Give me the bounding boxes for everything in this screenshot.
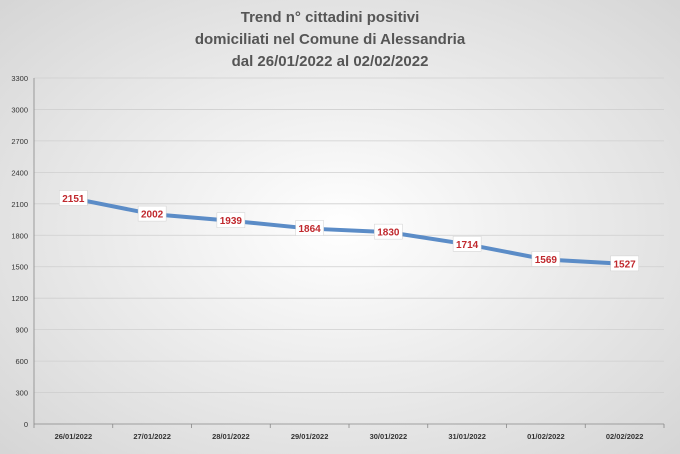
data-label-box	[216, 212, 246, 228]
y-tick-label: 600	[15, 357, 28, 366]
y-tick-label: 2100	[11, 200, 28, 209]
data-label: 1939	[216, 212, 246, 228]
data-label: 2002	[137, 205, 167, 222]
x-tick-label: 31/01/2022	[448, 432, 486, 441]
data-label-box	[610, 255, 639, 272]
x-tick-label: 30/01/2022	[370, 432, 408, 441]
data-label: 2151	[59, 190, 88, 206]
data-label: 1527	[610, 255, 639, 272]
y-tick-label: 1200	[11, 294, 28, 303]
y-tick-label: 2700	[11, 137, 28, 146]
data-label-text: 2002	[141, 210, 164, 221]
y-tick-label: 2400	[11, 168, 28, 177]
x-tick-label: 29/01/2022	[291, 432, 329, 441]
chart-title: Trend n° cittadini positivi domiciliati …	[195, 9, 466, 70]
x-axis: 26/01/2022 27/01/2022 28/01/2022 29/01/2022…	[33, 423, 665, 441]
y-axis: 0 300 600 900 1200 1500 1800 2100 2400 2700 3000 33…	[11, 74, 35, 429]
y-tick-label: 900	[15, 326, 28, 335]
data-label-box	[452, 236, 482, 252]
data-label-box	[531, 251, 561, 267]
data-label: 1830	[374, 223, 403, 240]
y-tick-label: 3300	[11, 74, 28, 83]
y-tick-label: 1800	[11, 231, 28, 240]
x-tick-label: 01/02/2022	[527, 432, 565, 441]
y-tick-label: 300	[15, 389, 28, 398]
chart-title-line-2: domiciliati nel Comune di Alessandria	[195, 31, 466, 48]
chart-title-line-1: Trend n° cittadini positivi	[241, 9, 420, 26]
data-label-text: 1714	[456, 240, 479, 251]
y-tick-label: 1500	[11, 263, 28, 272]
x-tick-label: 26/01/2022	[55, 432, 93, 441]
data-label-box	[59, 190, 88, 206]
y-tick-label: 3000	[11, 105, 28, 114]
data-label-box	[295, 220, 324, 236]
chart-title-line-3: dal 26/01/2022 al 02/02/2022	[232, 53, 429, 70]
data-label-text: 1864	[299, 224, 322, 235]
x-tick-label: 28/01/2022	[212, 432, 250, 441]
data-label: 1864	[295, 220, 324, 236]
data-labels: 2151 2002 1939 1864 1830 1714 1569 1527	[59, 190, 639, 272]
data-label: 1569	[531, 251, 561, 267]
data-label-box	[374, 223, 403, 240]
data-label-box	[137, 205, 167, 222]
data-label-text: 1830	[377, 228, 400, 239]
x-tick-label: 27/01/2022	[133, 432, 171, 441]
data-label-text: 1527	[614, 259, 637, 270]
data-label-text: 1939	[220, 216, 243, 227]
data-label: 1714	[452, 236, 482, 252]
x-tick-label: 02/02/2022	[606, 432, 644, 441]
y-tick-label: 0	[24, 420, 28, 429]
data-label-text: 1569	[535, 255, 558, 266]
data-label-text: 2151	[62, 194, 85, 205]
